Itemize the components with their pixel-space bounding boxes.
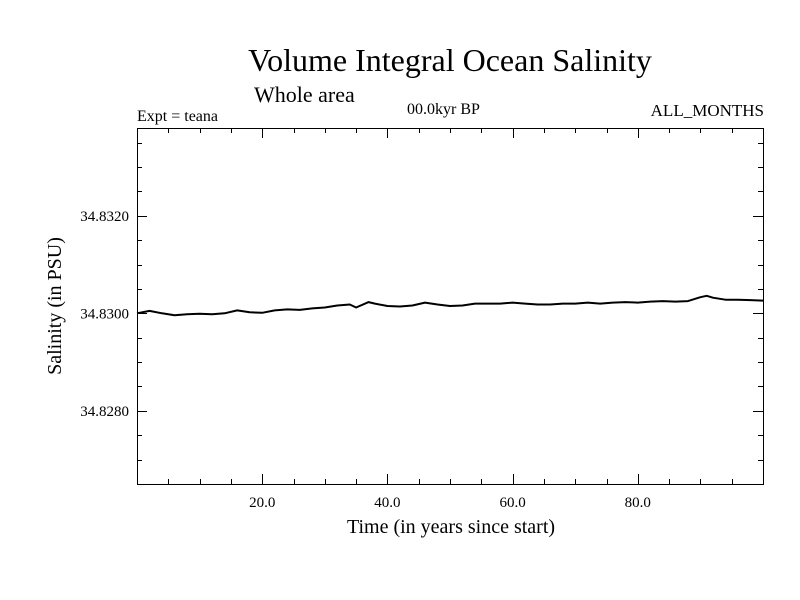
x-axis-label: Time (in years since start): [347, 516, 555, 538]
x-tick-label: 60.0: [499, 495, 525, 511]
months-label: ALL_MONTHS: [650, 101, 764, 120]
x-tick-label: 80.0: [625, 495, 651, 511]
x-tick-label: 20.0: [249, 495, 275, 511]
axis-ticks: [137, 128, 763, 485]
experiment-label: Expt = teana: [137, 108, 218, 125]
y-axis-label: Salinity (in PSU): [44, 237, 66, 375]
x-tick-label: 40.0: [374, 495, 400, 511]
period-label: 00.0kyr BP: [407, 101, 480, 118]
tick-labels: 20.0 40.0 60.0 80.0 34.8280 34.8300 34.8320: [80, 209, 651, 511]
chart-title: Volume Integral Ocean Salinity: [248, 42, 652, 78]
y-tick-label: 34.8300: [80, 306, 129, 322]
salinity-series-line: [136, 294, 764, 317]
y-tick-label: 34.8320: [80, 209, 129, 225]
chart-subtitle: Whole area: [254, 82, 355, 107]
y-tick-label: 34.8280: [80, 404, 129, 420]
